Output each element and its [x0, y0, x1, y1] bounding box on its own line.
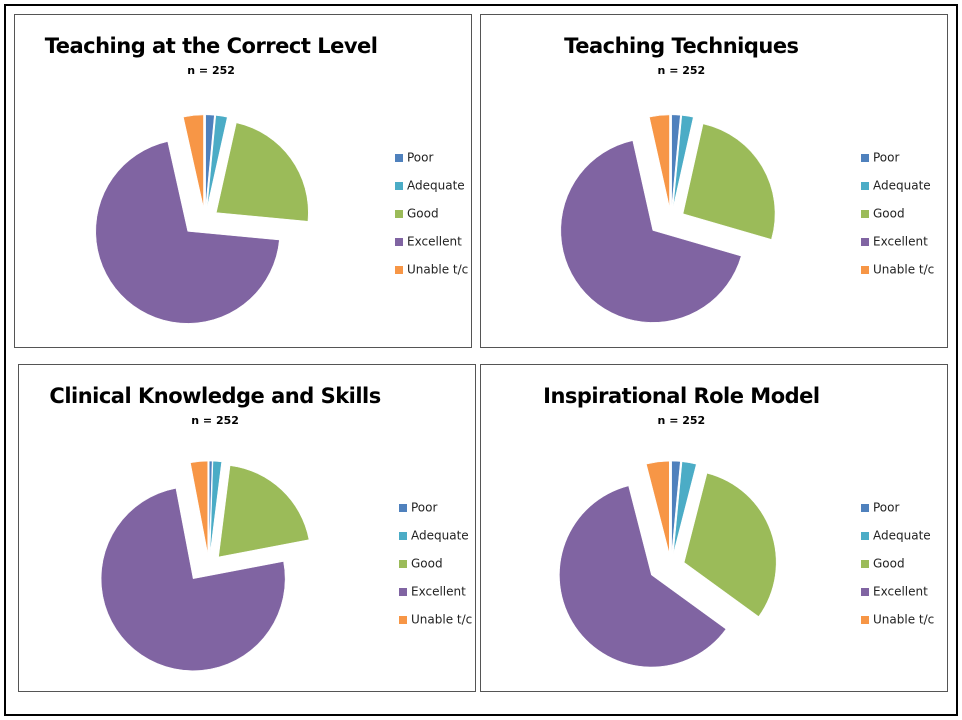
legend-swatch — [395, 266, 403, 274]
legend-label: Adequate — [411, 529, 469, 543]
legend-label: Adequate — [873, 179, 931, 193]
pie-slice — [671, 114, 681, 207]
pie-slice — [209, 460, 222, 554]
pie-chart: Clinical Knowledge and Skills n = 252 Poor… — [18, 364, 476, 692]
legend-swatch — [399, 616, 407, 624]
pie-slice — [183, 114, 204, 207]
legend-swatch — [399, 588, 407, 596]
legend-label: Unable t/c — [873, 613, 934, 627]
pie-chart: Teaching Techniques n = 252 Poor Adequate Go… — [480, 14, 948, 348]
pie-slice — [673, 461, 697, 554]
pie-slice — [683, 472, 777, 617]
pie-slice — [671, 460, 681, 554]
legend-label: Adequate — [873, 529, 931, 543]
pie-chart: Teaching at the Correct Level n = 252 Poor… — [14, 14, 472, 348]
legend-swatch — [395, 238, 403, 246]
legend-swatch — [861, 560, 869, 568]
legend-swatch — [861, 266, 869, 274]
pie-slice — [560, 140, 742, 323]
chart-subtitle: n = 252 — [187, 64, 235, 77]
legend-label: Excellent — [407, 235, 462, 249]
frame — [4, 4, 958, 716]
legend-swatch — [395, 210, 403, 218]
chart-subtitle: n = 252 — [191, 414, 239, 427]
legend-label: Excellent — [411, 585, 466, 599]
legend-label: Good — [873, 207, 905, 221]
pie-slice — [646, 460, 670, 554]
legend-label: Poor — [407, 151, 433, 165]
legend-label: Adequate — [407, 179, 465, 193]
legend-swatch — [861, 182, 869, 190]
legend-label: Good — [873, 557, 905, 571]
legend-swatch — [861, 504, 869, 512]
pie-slice — [672, 115, 694, 208]
legend-swatch — [395, 182, 403, 190]
pie-slice — [559, 485, 727, 668]
chart-title: Inspirational Role Model — [543, 384, 819, 408]
legend-swatch — [861, 588, 869, 596]
pie-slice — [95, 141, 280, 324]
pie-slice — [682, 123, 776, 240]
legend-label: Good — [411, 557, 443, 571]
legend-label: Poor — [873, 501, 899, 515]
chart-subtitle: n = 252 — [658, 414, 706, 427]
legend-label: Unable t/c — [873, 263, 934, 277]
chart-title: Clinical Knowledge and Skills — [49, 384, 380, 408]
chart-subtitle: n = 252 — [658, 64, 706, 77]
pie-slice — [100, 488, 286, 671]
legend-label: Unable t/c — [411, 613, 472, 627]
pie-slice — [206, 115, 228, 208]
chart-title: Teaching at the Correct Level — [45, 34, 378, 58]
pie-slice — [190, 460, 208, 554]
legend-label: Good — [407, 207, 439, 221]
legend-swatch — [399, 560, 407, 568]
pie-slice — [205, 114, 215, 207]
legend-label: Poor — [873, 151, 899, 165]
legend-swatch — [395, 154, 403, 162]
legend-swatch — [399, 504, 407, 512]
chart-title: Teaching Techniques — [564, 34, 798, 58]
legend-swatch — [861, 154, 869, 162]
legend-swatch — [399, 532, 407, 540]
legend-label: Poor — [411, 501, 437, 515]
legend-label: Excellent — [873, 235, 928, 249]
legend-label: Unable t/c — [407, 263, 468, 277]
legend-swatch — [861, 238, 869, 246]
pie-chart: Inspirational Role Model n = 252 Poor Adequ… — [480, 364, 948, 692]
legend-label: Excellent — [873, 585, 928, 599]
pie-slice — [208, 460, 213, 554]
pie-slice — [218, 465, 310, 558]
pie-slice — [649, 114, 670, 207]
pie-slice — [216, 122, 309, 222]
legend-swatch — [861, 616, 869, 624]
legend-swatch — [861, 532, 869, 540]
legend-swatch — [861, 210, 869, 218]
